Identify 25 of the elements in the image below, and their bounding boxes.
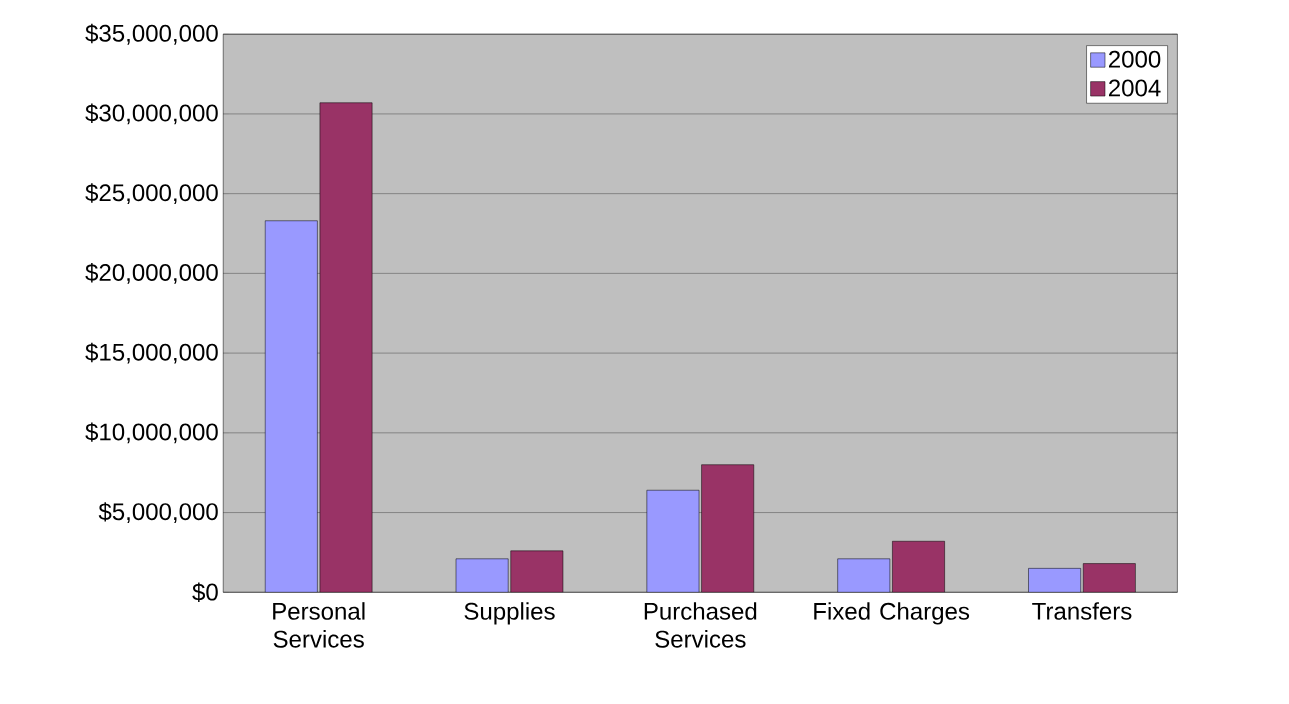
bar	[701, 464, 755, 593]
bar	[510, 550, 564, 593]
x-tick-label: Transfers	[1032, 602, 1132, 620]
y-tick-label: $20,000,000	[85, 263, 218, 284]
y-tick-label: $25,000,000	[85, 183, 218, 205]
x-tick-label: Supplies	[464, 602, 555, 625]
y-tick-label: $5,000,000	[98, 502, 218, 524]
bar	[646, 490, 700, 593]
y-tick-label: $10,000,000	[85, 422, 218, 444]
bar	[319, 102, 373, 593]
bar	[264, 220, 318, 593]
y-tick-label: $30,000,000	[85, 103, 218, 125]
bar	[892, 541, 945, 593]
bar	[1028, 568, 1081, 593]
x-tick-label: Fixed Charges	[814, 602, 970, 625]
bar	[837, 558, 891, 593]
x-tick-label: Personal Services	[273, 602, 365, 648]
bar	[455, 558, 509, 593]
y-tick-label: $0	[192, 582, 218, 603]
legend-label: 2004	[1109, 79, 1161, 97]
y-tick-label: $35,000,000	[85, 23, 218, 45]
legend-label: 2000	[1109, 50, 1161, 68]
bar	[1082, 563, 1136, 593]
y-tick-label: $15,000,000	[85, 342, 218, 364]
x-tick-label: Purchased Services	[644, 602, 757, 648]
